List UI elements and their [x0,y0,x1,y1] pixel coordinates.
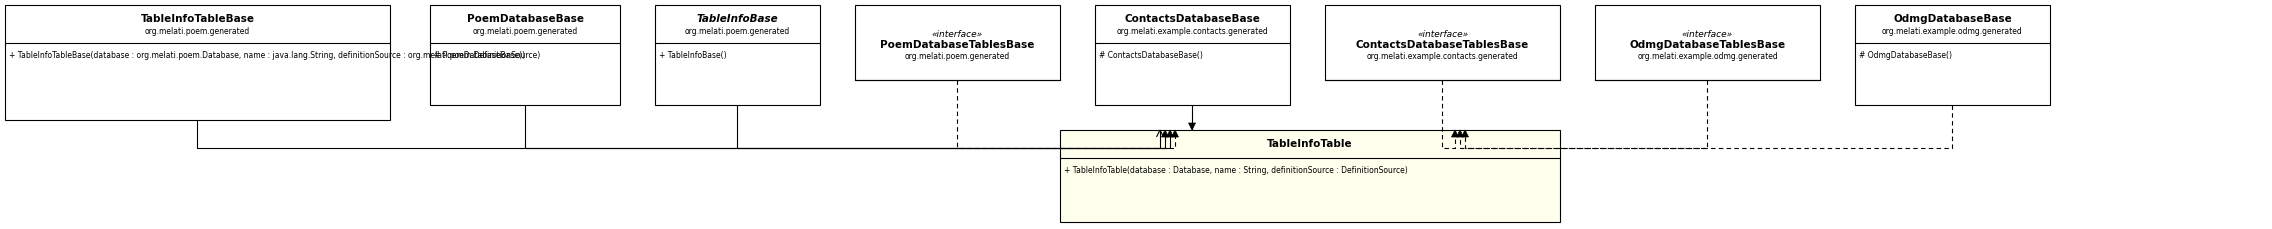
Text: org.melati.example.odmg.generated: org.melati.example.odmg.generated [1881,27,2022,36]
Text: + TableInfoTableBase(database : org.melati.poem.Database, name : java.lang.Strin: + TableInfoTableBase(database : org.mela… [9,51,541,60]
Text: + TableInfoTable(database : Database, name : String, definitionSource : Definiti: + TableInfoTable(database : Database, na… [1063,166,1409,175]
Text: org.melati.poem.generated: org.melati.poem.generated [145,27,250,36]
FancyBboxPatch shape [1325,5,1561,80]
Text: TableInfoTable: TableInfoTable [1268,139,1352,149]
Text: ContactsDatabaseBase: ContactsDatabaseBase [1125,14,1261,24]
Polygon shape [1172,130,1179,137]
Text: «interface»: «interface» [1681,30,1734,39]
Text: # ContactsDatabaseBase(): # ContactsDatabaseBase() [1100,51,1202,60]
Text: PoemDatabaseTablesBase: PoemDatabaseTablesBase [879,39,1034,49]
Text: # PoemDatabaseBase(): # PoemDatabaseBase() [434,51,525,60]
FancyBboxPatch shape [1095,5,1290,105]
FancyBboxPatch shape [1854,5,2049,105]
Polygon shape [1452,130,1459,137]
Text: OdmgDatabaseTablesBase: OdmgDatabaseTablesBase [1629,39,1786,49]
Text: «interface»: «interface» [932,30,984,39]
Text: org.melati.poem.generated: org.melati.poem.generated [904,52,1011,61]
Text: TableInfoTableBase: TableInfoTableBase [141,14,254,24]
Text: # OdmgDatabaseBase(): # OdmgDatabaseBase() [1858,51,1952,60]
FancyBboxPatch shape [1595,5,1820,80]
Text: «interface»: «interface» [1418,30,1468,39]
FancyBboxPatch shape [1061,130,1561,222]
FancyBboxPatch shape [5,5,391,120]
FancyBboxPatch shape [429,5,620,105]
Text: OdmgDatabaseBase: OdmgDatabaseBase [1893,14,2013,24]
Text: ContactsDatabaseTablesBase: ContactsDatabaseTablesBase [1356,39,1529,49]
Text: org.melati.example.contacts.generated: org.melati.example.contacts.generated [1368,52,1518,61]
Polygon shape [1461,130,1468,137]
Polygon shape [1166,130,1175,137]
Text: + TableInfoBase(): + TableInfoBase() [659,51,727,60]
Text: org.melati.example.contacts.generated: org.melati.example.contacts.generated [1116,27,1268,36]
Text: org.melati.example.odmg.generated: org.melati.example.odmg.generated [1638,52,1779,61]
Polygon shape [1161,130,1168,137]
Text: org.melati.poem.generated: org.melati.poem.generated [473,27,577,36]
Text: TableInfoBase: TableInfoBase [698,14,779,24]
Polygon shape [1456,130,1463,137]
Polygon shape [1188,123,1195,130]
FancyBboxPatch shape [854,5,1061,80]
FancyBboxPatch shape [654,5,820,105]
Text: org.melati.poem.generated: org.melati.poem.generated [684,27,791,36]
Text: PoemDatabaseBase: PoemDatabaseBase [466,14,584,24]
